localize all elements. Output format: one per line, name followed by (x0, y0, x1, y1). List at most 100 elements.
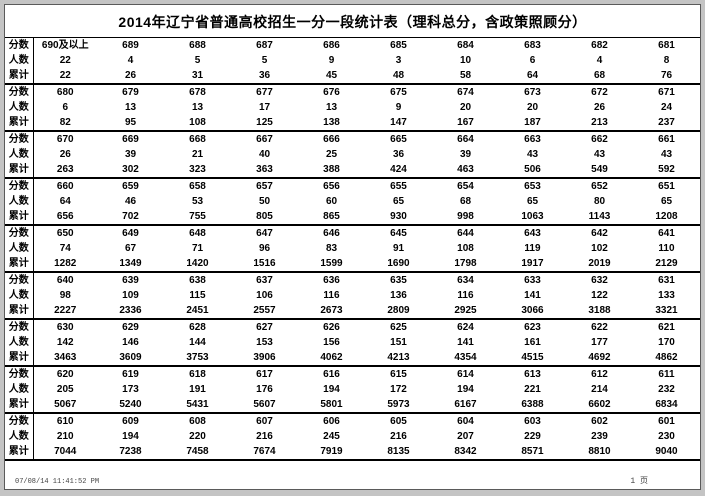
count-cell: 96 (258, 243, 271, 254)
count-cell: 230 (658, 431, 675, 442)
score-cell: 631 (658, 275, 675, 286)
cumulative-cell: 2227 (54, 305, 77, 316)
score-cell: 604 (457, 416, 474, 427)
row-label-score: 分数 (5, 366, 34, 382)
cumulative-cell: 7674 (253, 446, 276, 457)
row-label-score: 分数 (5, 413, 34, 429)
score-row: 分数 630 629 628 627 626 625 624 623 622 621 (5, 319, 700, 335)
score-cell: 616 (323, 369, 340, 380)
cumulative-cell: 1917 (521, 258, 544, 269)
count-cell: 26 (59, 149, 71, 160)
score-cell: 622 (591, 322, 608, 333)
count-cell: 8 (663, 55, 670, 66)
cumulative-cell: 167 (457, 117, 474, 128)
cumulative-row: 累计 82 95 108 125 138 147 167 187 213 237 (5, 115, 700, 131)
cumulative-cell: 363 (256, 164, 273, 175)
count-cell: 136 (390, 290, 407, 301)
count-cell: 170 (658, 337, 675, 348)
score-cell: 684 (457, 40, 474, 51)
cumulative-cell: 2557 (253, 305, 276, 316)
count-cell: 116 (323, 290, 340, 301)
score-cell: 668 (189, 134, 206, 145)
score-cell: 672 (591, 87, 608, 98)
cumulative-cell: 1143 (588, 211, 611, 222)
score-cell: 603 (524, 416, 541, 427)
cumulative-cell: 323 (189, 164, 206, 175)
score-block: 分数 660 659 658 657 656 655 654 653 652 651 人数 64 46 53… (5, 178, 700, 225)
count-cell: 5 (194, 55, 201, 66)
count-cell: 64 (59, 196, 71, 207)
cumulative-row: 累计 3463 3609 3753 3906 4062 4213 4354 4515 4692 48… (5, 350, 700, 366)
score-cell: 615 (390, 369, 407, 380)
score-cell: 609 (122, 416, 139, 427)
cumulative-cell: 5801 (320, 399, 343, 410)
count-cell: 110 (658, 243, 675, 254)
count-cell: 65 (392, 196, 405, 207)
score-cell: 679 (122, 87, 139, 98)
score-cell: 671 (658, 87, 675, 98)
score-cell: 621 (658, 322, 675, 333)
report-title: 2014年辽宁省普通高校招生一分一段统计表（理科总分，含政策照顾分） (118, 14, 587, 30)
count-cell: 116 (457, 290, 474, 301)
row-label-score: 分数 (5, 84, 34, 100)
cumulative-cell: 26 (124, 70, 137, 81)
cumulative-cell: 237 (658, 117, 675, 128)
page-number: 1 页 (630, 477, 648, 486)
score-block: 分数 610 609 608 607 606 605 604 603 602 601 人数 210 194… (5, 413, 700, 460)
score-cell: 644 (457, 228, 474, 239)
count-cell: 115 (189, 290, 206, 301)
cumulative-cell: 6834 (655, 399, 678, 410)
cumulative-cell: 2129 (655, 258, 678, 269)
count-cell: 172 (390, 384, 407, 395)
count-cell: 13 (124, 102, 137, 113)
row-label-score: 分数 (5, 319, 34, 335)
count-cell: 53 (191, 196, 204, 207)
cumulative-cell: 4354 (454, 352, 477, 363)
report-page: 2014年辽宁省普通高校招生一分一段统计表（理科总分，含政策照顾分） 分数 690… (4, 4, 701, 490)
score-cell: 660 (56, 181, 74, 192)
cumulative-cell: 147 (390, 117, 407, 128)
cumulative-cell: 755 (189, 211, 206, 222)
score-cell: 639 (122, 275, 139, 286)
cumulative-cell: 58 (459, 70, 472, 81)
cumulative-cell: 4692 (588, 352, 611, 363)
score-cell: 674 (457, 87, 474, 98)
count-cell: 83 (325, 243, 338, 254)
score-cell: 640 (56, 275, 74, 286)
count-cell: 161 (524, 337, 541, 348)
cumulative-cell: 95 (124, 117, 137, 128)
score-cell: 607 (256, 416, 273, 427)
score-cell: 611 (658, 369, 675, 380)
count-cell: 205 (56, 384, 74, 395)
count-cell: 141 (524, 290, 541, 301)
score-cell: 606 (323, 416, 340, 427)
count-row: 人数 142 146 144 153 156 151 141 161 177 170 (5, 335, 700, 350)
cumulative-cell: 7238 (119, 446, 142, 457)
row-label-cumulative: 累计 (5, 397, 34, 413)
count-cell: 106 (256, 290, 273, 301)
cumulative-cell: 865 (323, 211, 340, 222)
count-cell: 245 (323, 431, 340, 442)
count-row: 人数 210 194 220 216 245 216 207 229 239 230 (5, 429, 700, 444)
count-cell: 210 (56, 431, 74, 442)
score-cell: 617 (256, 369, 273, 380)
cumulative-cell: 5973 (387, 399, 410, 410)
count-cell: 43 (526, 149, 539, 160)
row-label-cumulative: 累计 (5, 209, 34, 225)
cumulative-cell: 2336 (119, 305, 142, 316)
row-label-cumulative: 累计 (5, 115, 34, 131)
score-cell: 642 (591, 228, 608, 239)
cumulative-cell: 6388 (521, 399, 544, 410)
cumulative-cell: 3321 (655, 305, 678, 316)
score-cell: 681 (658, 40, 675, 51)
count-cell: 20 (459, 102, 472, 113)
cumulative-cell: 3753 (186, 352, 209, 363)
score-cell: 666 (323, 134, 340, 145)
score-cell: 643 (524, 228, 541, 239)
count-cell: 156 (323, 337, 340, 348)
cumulative-cell: 76 (660, 70, 673, 81)
cumulative-cell: 549 (591, 164, 608, 175)
count-cell: 6 (62, 102, 69, 113)
score-cell: 629 (122, 322, 139, 333)
row-label-cumulative: 累计 (5, 256, 34, 272)
